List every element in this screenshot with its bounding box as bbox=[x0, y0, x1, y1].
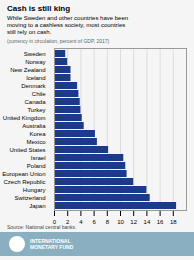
svg-text:Canada: Canada bbox=[24, 99, 46, 105]
svg-text:Iceland: Iceland bbox=[26, 75, 45, 81]
svg-text:18: 18 bbox=[170, 219, 177, 225]
svg-text:Chile: Chile bbox=[32, 91, 46, 97]
html-text:Cash is still king: Cash is still king bbox=[7, 4, 71, 13]
svg-text:Australia: Australia bbox=[22, 123, 46, 129]
svg-text:Norway: Norway bbox=[25, 59, 45, 65]
svg-text:14: 14 bbox=[144, 219, 151, 225]
svg-text:Israel: Israel bbox=[31, 155, 46, 161]
svg-text:Japan: Japan bbox=[29, 203, 45, 209]
svg-text:Hungary: Hungary bbox=[23, 187, 46, 193]
svg-text:United States: United States bbox=[9, 147, 45, 153]
svg-text:Sweden: Sweden bbox=[24, 51, 46, 57]
svg-text:0: 0 bbox=[53, 219, 57, 225]
html-text:MONETARY FUND: MONETARY FUND bbox=[30, 244, 74, 250]
svg-text:New Zealand: New Zealand bbox=[10, 67, 45, 73]
html-text:Source: National central banks: Source: National central banks. bbox=[7, 224, 77, 230]
svg-text:16: 16 bbox=[157, 219, 164, 225]
svg-text:6: 6 bbox=[92, 219, 96, 225]
svg-text:12: 12 bbox=[130, 219, 137, 225]
html-text:(currency in circulation, perc: (currency in circulation, percent of GDP… bbox=[7, 38, 110, 44]
svg-text:Korea: Korea bbox=[29, 131, 46, 137]
svg-text:4: 4 bbox=[79, 219, 83, 225]
svg-text:8: 8 bbox=[106, 219, 110, 225]
svg-text:European Union: European Union bbox=[2, 171, 45, 177]
svg-text:Czech Republic: Czech Republic bbox=[3, 179, 45, 185]
html-text:While Sweden and other countri: While Sweden and other countries have be… bbox=[7, 15, 129, 35]
svg-text:2: 2 bbox=[66, 219, 70, 225]
svg-text:Switzerland: Switzerland bbox=[14, 195, 45, 201]
svg-text:Mexico: Mexico bbox=[26, 139, 46, 145]
svg-text:Denmark: Denmark bbox=[21, 83, 46, 89]
svg-text:Poland: Poland bbox=[27, 163, 46, 169]
html-text:INTERNATIONAL: INTERNATIONAL bbox=[30, 238, 71, 244]
svg-text:United Kingdom: United Kingdom bbox=[3, 115, 46, 121]
svg-text:Turkey: Turkey bbox=[27, 107, 45, 113]
svg-text:10: 10 bbox=[117, 219, 124, 225]
